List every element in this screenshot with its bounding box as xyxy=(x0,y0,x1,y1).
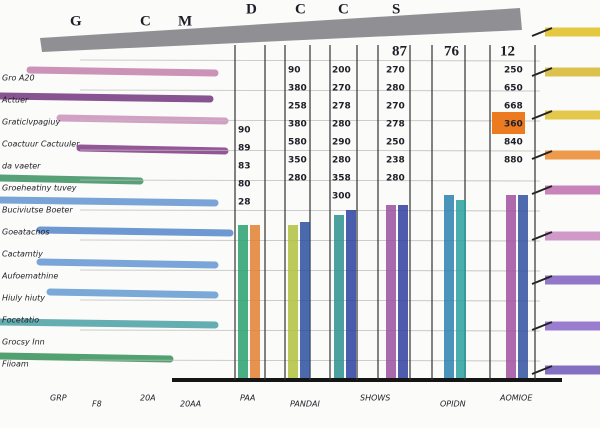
row-label: Grocsy Inn xyxy=(2,338,45,347)
column-number: 28 xyxy=(238,198,251,208)
row-label: Coactuur Cactuuler xyxy=(2,140,80,149)
header-letter: M xyxy=(178,13,192,29)
column-number: 380 xyxy=(288,120,307,130)
header-letter: G xyxy=(70,13,82,29)
header-letter: S xyxy=(392,1,400,17)
column-number: 200 xyxy=(332,66,351,76)
layout xyxy=(0,27,600,380)
column-number: 258 xyxy=(288,102,307,112)
brush-stroke xyxy=(0,174,144,185)
bottom-label: PAA xyxy=(240,394,255,403)
row-label: da vaeter xyxy=(2,162,41,171)
brush-stroke xyxy=(36,258,219,269)
texts: G C M D C C S Gro A20 Actuer Graticlvpagiuy Coactu… xyxy=(1,1,533,408)
header-letter: C xyxy=(338,1,349,17)
column-number: 278 xyxy=(386,120,405,130)
column-number: 300 xyxy=(332,192,351,202)
column-number: 250 xyxy=(504,66,523,76)
column-number: 280 xyxy=(332,120,351,130)
brush-stroke xyxy=(0,318,219,329)
bottom-label: PANDAI xyxy=(290,400,321,409)
column-number: 270 xyxy=(386,102,405,112)
column-header: 87 xyxy=(392,43,408,59)
column-number: 290 xyxy=(332,138,351,148)
header-band xyxy=(40,8,522,52)
paint-bar xyxy=(456,200,466,378)
row-label: Cactamtiy xyxy=(2,250,43,259)
bottom-label: OPIDN xyxy=(440,400,466,409)
column-number: 360 xyxy=(504,120,523,130)
header-letter: C xyxy=(140,13,151,29)
paint-bar xyxy=(444,195,454,378)
column-number: 280 xyxy=(288,174,307,184)
column-header: 12 xyxy=(500,43,515,59)
column-number: 358 xyxy=(332,174,351,184)
brush-stroke xyxy=(46,288,219,299)
header-letter: D xyxy=(246,1,257,17)
paint-bar xyxy=(334,215,344,378)
column-number: 880 xyxy=(504,156,523,166)
column-number: 90 xyxy=(238,126,251,136)
row-label: Fiioam xyxy=(2,360,29,369)
column-number: 270 xyxy=(386,66,405,76)
column-number: 80 xyxy=(238,180,251,190)
brush-stroke xyxy=(26,66,219,77)
paint-block xyxy=(492,112,525,134)
brush-stroke xyxy=(0,352,174,363)
column-number: 280 xyxy=(386,84,405,94)
paint-bar xyxy=(506,195,516,378)
paint-bar xyxy=(288,225,298,378)
bottom-label: 20A xyxy=(140,394,156,403)
row-label: Aufoemathine xyxy=(1,272,58,281)
column-number: 280 xyxy=(386,174,405,184)
bottom-label: GRP xyxy=(50,394,67,403)
column-number: 668 xyxy=(504,102,523,112)
column-number: 380 xyxy=(288,84,307,94)
row-label: Goeatachos xyxy=(2,228,50,237)
column-number: 580 xyxy=(288,138,307,148)
paint-bar xyxy=(398,205,408,378)
bottom-label: 20AA xyxy=(180,400,201,409)
row-label: Graticlvpagiuy xyxy=(2,118,60,127)
row-label: Groeheatiny tuvey xyxy=(2,184,77,193)
bottom-label: F8 xyxy=(92,400,102,409)
column-number: 90 xyxy=(288,66,301,76)
paint-bar xyxy=(386,205,396,378)
column-number: 650 xyxy=(504,84,523,94)
column-header: 76 xyxy=(444,43,460,59)
paint-bar xyxy=(250,225,260,378)
paint-bar xyxy=(518,195,528,378)
row-label: Hiuly hiuty xyxy=(2,294,45,303)
column-number: 89 xyxy=(238,144,251,154)
row-label: Actuer xyxy=(1,96,29,105)
column-number: 238 xyxy=(386,156,405,166)
column-number: 350 xyxy=(288,156,307,166)
brush-stroke xyxy=(0,196,219,207)
column-number: 250 xyxy=(386,138,405,148)
column-number: 83 xyxy=(238,162,251,172)
bottom-label: SHOWS xyxy=(360,394,390,403)
paint-bar xyxy=(238,225,248,378)
brush-stroke xyxy=(36,226,234,237)
column-number: 270 xyxy=(332,84,351,94)
brush-stroke xyxy=(0,92,214,103)
row-label: Gro A20 xyxy=(2,74,35,83)
header-letter: C xyxy=(295,1,306,17)
bottom-label: AOMIOE xyxy=(499,394,533,403)
arrow xyxy=(531,27,553,37)
row-label: Buciviutse Boeter xyxy=(2,206,73,215)
column-number: 280 xyxy=(332,156,351,166)
paint-bar xyxy=(346,210,356,378)
column-number: 840 xyxy=(504,138,523,148)
column-number: 278 xyxy=(332,102,351,112)
paint-bar xyxy=(300,222,310,378)
row-label: Focetatio xyxy=(2,316,39,325)
